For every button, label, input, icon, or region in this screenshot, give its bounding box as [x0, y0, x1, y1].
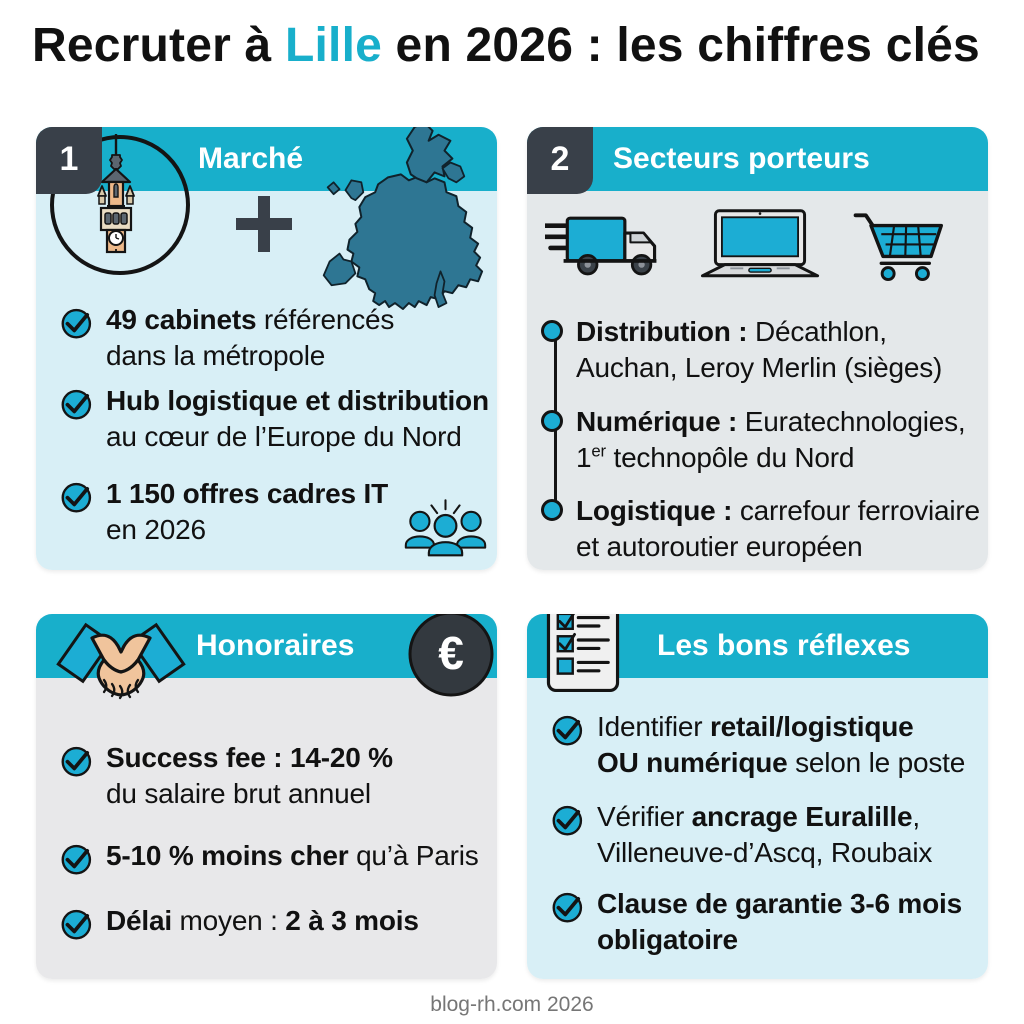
svg-text:€: € — [438, 627, 464, 679]
